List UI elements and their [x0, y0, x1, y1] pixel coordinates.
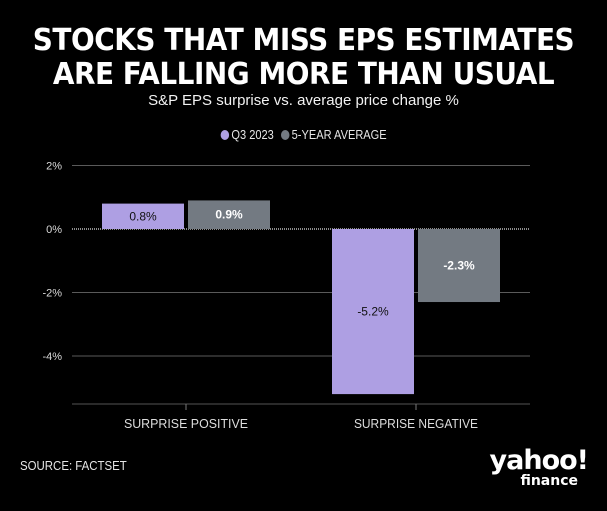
legend-swatch-5-year-average [280, 129, 290, 140]
logo-yahoo-text: yahoo! [489, 445, 589, 476]
y-tick-label: -4% [42, 351, 62, 363]
bar-q3-2023-positive [102, 203, 184, 229]
x-category-label: SURPRISE POSITIVE [124, 416, 248, 431]
x-category-label: SURPRISE NEGATIVE [354, 416, 478, 431]
legend: Q3 2023 5-YEAR AVERAGE [46, 127, 562, 142]
legend-label-q3-2023: Q3 2023 [231, 127, 274, 142]
legend-item-5-year-average: 5-YEAR AVERAGE [280, 127, 387, 142]
source-note: SOURCE: FACTSET [20, 458, 127, 473]
y-tick-label: -2% [42, 288, 62, 300]
y-tick-label: 0% [46, 224, 62, 236]
title-line-1: STOCKS THAT MISS EPS ESTIMATES [32, 23, 575, 58]
chart-subtitle: S&P EPS surprise vs. average price chang… [148, 92, 459, 109]
yahoo-finance-logo: yahoo! finance [478, 445, 589, 489]
chart-title: STOCKS THAT MISS EPS ESTIMATES ARE FALLI… [21, 24, 586, 92]
bar-5-year-average-negative [418, 229, 500, 303]
bar-data-label: 0.9% [215, 208, 243, 222]
legend-label-5-year-average: 5-YEAR AVERAGE [291, 127, 387, 142]
bar-q3-2023-negative [332, 229, 414, 395]
legend-item-q3-2023: Q3 2023 [220, 127, 274, 142]
logo-finance-text: finance [520, 473, 578, 489]
bar-data-label: -5.2% [357, 305, 389, 319]
bar-data-label: -2.3% [443, 259, 475, 273]
legend-swatch-q3-2023 [220, 129, 229, 140]
bar-data-label: 0.8% [129, 209, 157, 223]
title-line-2: ARE FALLING MORE THAN USUAL [52, 57, 555, 92]
bar-5-year-average-positive [188, 200, 270, 229]
y-tick-label: 2% [46, 161, 62, 173]
